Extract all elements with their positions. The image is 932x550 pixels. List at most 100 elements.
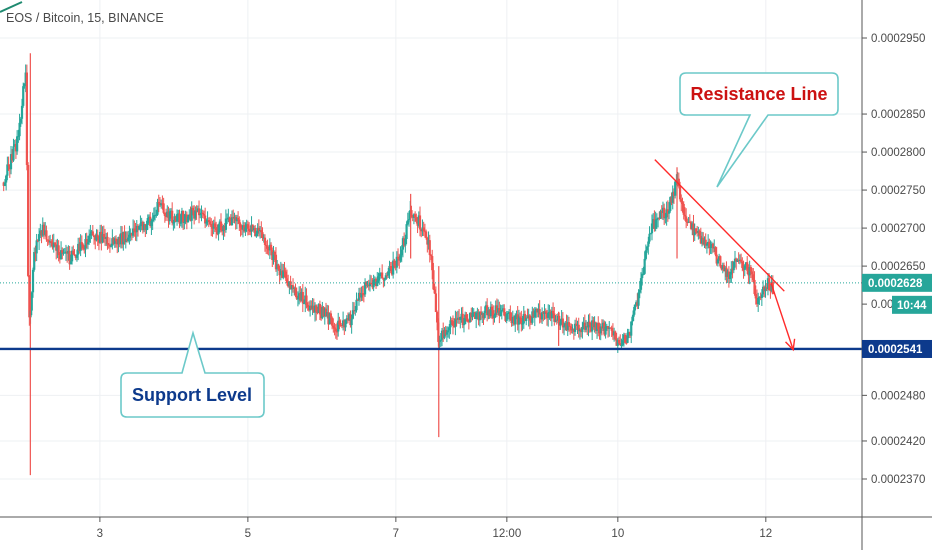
candle-body bbox=[12, 146, 15, 161]
candle-body bbox=[619, 343, 622, 346]
candle bbox=[96, 229, 99, 246]
candle bbox=[718, 253, 721, 261]
candle bbox=[138, 225, 141, 231]
candle bbox=[440, 328, 444, 347]
candle-body bbox=[672, 191, 676, 196]
candle bbox=[211, 220, 214, 237]
candle bbox=[41, 217, 44, 238]
last-price-badge bbox=[862, 273, 932, 292]
candle-body bbox=[696, 232, 699, 234]
candle-body bbox=[422, 227, 425, 232]
candle bbox=[453, 318, 456, 328]
candle bbox=[581, 321, 584, 339]
candle-body bbox=[348, 314, 351, 321]
candle-body bbox=[247, 228, 251, 231]
candle-body bbox=[119, 233, 123, 245]
price-axis: 0.0002950 0.0002850 0.0002800 0.0002750 0.00… bbox=[861, 0, 932, 550]
candle bbox=[403, 232, 406, 248]
candle-body bbox=[429, 255, 433, 257]
candle bbox=[161, 195, 164, 210]
candle-body bbox=[488, 310, 491, 317]
support-callout[interactable]: Support Level bbox=[120, 330, 265, 418]
candle bbox=[141, 220, 144, 234]
candle bbox=[454, 310, 457, 336]
candle-body bbox=[58, 255, 61, 260]
candle-body bbox=[363, 282, 367, 295]
candle-body bbox=[114, 238, 118, 242]
candle bbox=[145, 220, 148, 235]
candle bbox=[256, 223, 259, 237]
candle bbox=[39, 223, 42, 239]
candle-body bbox=[34, 251, 37, 254]
candle-body bbox=[766, 278, 770, 289]
candle bbox=[553, 306, 556, 326]
candle-body bbox=[370, 282, 373, 285]
candle-body bbox=[125, 238, 129, 241]
candle bbox=[223, 223, 226, 237]
candle bbox=[185, 211, 188, 230]
candle bbox=[200, 205, 203, 222]
candle bbox=[149, 212, 152, 228]
candle-body bbox=[161, 203, 164, 205]
candle bbox=[208, 216, 212, 226]
candle-body bbox=[331, 317, 334, 326]
candle-body bbox=[51, 243, 54, 248]
candle-body bbox=[272, 252, 275, 261]
candle-body bbox=[561, 318, 564, 328]
candle-body bbox=[628, 331, 632, 336]
candle bbox=[666, 200, 669, 222]
candle-body bbox=[482, 312, 485, 318]
candle-body bbox=[538, 309, 541, 315]
candle bbox=[48, 234, 52, 248]
candle-body bbox=[136, 225, 140, 230]
candle-body bbox=[215, 227, 218, 231]
candle-body bbox=[40, 230, 43, 236]
candle-body bbox=[624, 334, 627, 343]
candle bbox=[752, 268, 755, 283]
candle-body bbox=[124, 238, 127, 243]
candle-body bbox=[105, 236, 108, 239]
candle bbox=[64, 244, 68, 261]
candle-body bbox=[616, 339, 619, 346]
candle-body bbox=[393, 260, 396, 266]
candle bbox=[371, 278, 374, 290]
candle-body bbox=[233, 216, 236, 219]
candle bbox=[24, 64, 27, 93]
candle-body bbox=[763, 286, 766, 292]
candle bbox=[284, 267, 287, 281]
candle-body bbox=[216, 230, 219, 235]
candle bbox=[106, 232, 109, 250]
countdown-label: 10:44 bbox=[897, 300, 927, 312]
candle bbox=[683, 207, 687, 221]
candle bbox=[97, 236, 101, 251]
candle-body bbox=[588, 321, 591, 326]
candle-body bbox=[283, 270, 286, 272]
candle bbox=[44, 222, 47, 237]
candle bbox=[411, 215, 414, 222]
candle bbox=[91, 225, 94, 236]
candle-body bbox=[410, 210, 413, 217]
candle-body bbox=[97, 237, 101, 243]
candle-body bbox=[33, 251, 36, 270]
candle-body bbox=[531, 311, 534, 323]
candle-body bbox=[764, 287, 767, 292]
candle-body bbox=[575, 323, 578, 326]
candle bbox=[124, 231, 127, 249]
candle bbox=[744, 262, 748, 269]
candle-body bbox=[637, 292, 640, 306]
candle-body bbox=[83, 248, 86, 250]
candle-body bbox=[448, 327, 451, 331]
candle-body bbox=[724, 267, 727, 272]
candle-body bbox=[495, 305, 499, 313]
candle bbox=[228, 216, 231, 226]
candle bbox=[687, 216, 690, 224]
candle bbox=[681, 197, 684, 213]
resistance-callout[interactable]: Resistance Line bbox=[679, 72, 839, 188]
candle-body bbox=[177, 213, 180, 215]
candle-body bbox=[307, 307, 311, 311]
candle-body bbox=[243, 225, 246, 232]
candle bbox=[754, 285, 757, 305]
candle-body bbox=[344, 319, 347, 328]
candle-body bbox=[548, 311, 551, 313]
